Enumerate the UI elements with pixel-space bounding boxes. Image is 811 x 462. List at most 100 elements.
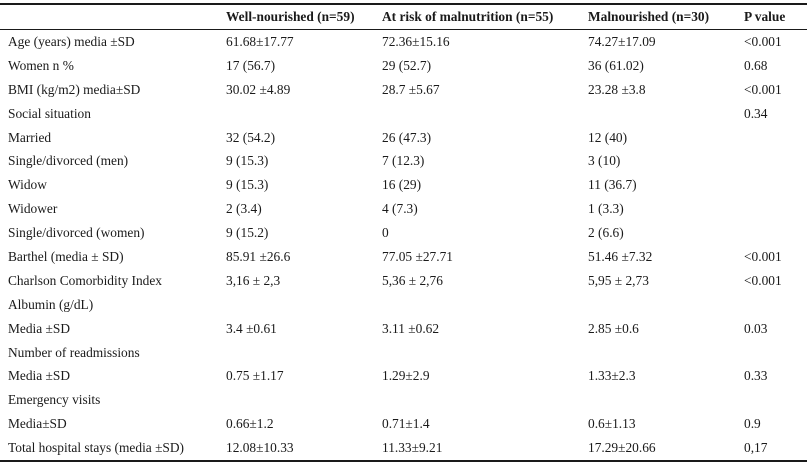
cell-malnourished: 1 (3.3): [588, 201, 624, 217]
cell-malnourished: 12 (40): [588, 129, 628, 145]
cell-malnourished: 51.46 ±7.32: [588, 248, 653, 264]
table-row: Social situation 0.34: [0, 102, 807, 126]
cell-at-risk: 28.7 ±5.67: [382, 81, 440, 97]
cell-at-risk: 29 (52.7): [382, 57, 432, 73]
table-row: Number of readmissions: [0, 341, 807, 365]
cell-at-risk: 16 (29): [382, 177, 422, 193]
table-header: Well-nourished (n=59) At risk of malnutr…: [0, 4, 807, 30]
cell-p-value: [736, 149, 807, 173]
table-row: Emergency visits: [0, 388, 807, 412]
cell-well-nourished: 3.4 ±0.61: [226, 320, 277, 336]
header-cell-p-value: P value: [736, 4, 807, 30]
cell-malnourished: 2 (6.6): [588, 225, 624, 241]
cell-well-nourished: 9 (15.2): [226, 225, 269, 241]
cell-at-risk: [374, 293, 580, 317]
cell-at-risk: 0: [382, 225, 389, 241]
cell-p-value: [736, 388, 807, 412]
cell-variable: Age (years) media ±SD: [8, 33, 135, 49]
cell-p-value: <0.001: [744, 81, 782, 97]
cell-variable: Barthel (media ± SD): [8, 248, 124, 264]
cell-p-value: [736, 197, 807, 221]
cell-malnourished: 2.85 ±0.6: [588, 320, 639, 336]
cell-malnourished: [580, 293, 736, 317]
data-table: Well-nourished (n=59) At risk of malnutr…: [0, 3, 807, 462]
cell-p-value: 0.03: [744, 320, 768, 336]
cell-variable: Number of readmissions: [8, 344, 140, 360]
cell-well-nourished: [218, 102, 374, 126]
cell-malnourished: 74.27±17.09: [588, 33, 656, 49]
table-row: Age (years) media ±SD 61.68±17.77 72.36±15…: [0, 30, 807, 54]
table-row: Single/divorced (women) 9 (15.2) 0 2 (6.6): [0, 221, 807, 245]
cell-variable: Media ±SD: [8, 320, 71, 336]
cell-p-value: 0.33: [744, 368, 768, 384]
header-row: Well-nourished (n=59) At risk of malnutr…: [0, 4, 807, 30]
cell-p-value: [736, 126, 807, 150]
cell-at-risk: 3.11 ±0.62: [382, 320, 440, 336]
cell-variable: Women n %: [8, 57, 74, 73]
table-row: Media ±SD 0.75 ±1.17 1.29±2.9 1.33±2.3 0.33: [0, 364, 807, 388]
cell-malnourished: 23.28 ±3.8: [588, 81, 646, 97]
cell-well-nourished: 85.91 ±26.6: [226, 248, 291, 264]
cell-at-risk: 1.29±2.9: [382, 368, 430, 384]
cell-at-risk: [374, 102, 580, 126]
table-row: Single/divorced (men) 9 (15.3) 7 (12.3) 3 (…: [0, 149, 807, 173]
cell-variable: Widow: [8, 177, 47, 193]
cell-well-nourished: 9 (15.3): [226, 177, 269, 193]
cell-variable: BMI (kg/m2) media±SD: [8, 81, 141, 97]
cell-variable: Married: [8, 129, 52, 145]
table-row: Media ±SD 3.4 ±0.61 3.11 ±0.62 2.85 ±0.6 0.0…: [0, 317, 807, 341]
cell-malnourished: [580, 341, 736, 365]
cell-variable: Media±SD: [8, 416, 67, 432]
cell-variable: Emergency visits: [8, 392, 101, 408]
cell-p-value: <0.001: [744, 272, 782, 288]
cell-variable: Charlson Comorbidity Index: [8, 272, 162, 288]
cell-well-nourished: [218, 293, 374, 317]
cell-at-risk: 4 (7.3): [382, 201, 418, 217]
cell-variable: Albumin (g/dL): [8, 296, 94, 312]
header-cell-stub: [0, 4, 218, 30]
cell-p-value: [736, 173, 807, 197]
cell-well-nourished: [218, 341, 374, 365]
cell-variable: Media ±SD: [8, 368, 71, 384]
cell-at-risk: 7 (12.3): [382, 153, 425, 169]
cell-at-risk: 0.71±1.4: [382, 416, 430, 432]
cell-malnourished: 5,95 ± 2,73: [588, 272, 649, 288]
cell-malnourished: 1.33±2.3: [588, 368, 636, 384]
table-row: Women n % 17 (56.7) 29 (52.7) 36 (61.02) 0.6…: [0, 54, 807, 78]
cell-well-nourished: 9 (15.3): [226, 153, 269, 169]
cell-p-value: <0.001: [744, 33, 782, 49]
table-row: Charlson Comorbidity Index 3,16 ± 2,3 5,36…: [0, 269, 807, 293]
cell-at-risk: 11.33±9.21: [382, 440, 443, 456]
cell-at-risk: 5,36 ± 2,76: [382, 272, 443, 288]
cell-well-nourished: 0.75 ±1.17: [226, 368, 284, 384]
table-row: Widow 9 (15.3) 16 (29) 11 (36.7): [0, 173, 807, 197]
table-row: Widower 2 (3.4) 4 (7.3) 1 (3.3): [0, 197, 807, 221]
table-row: Media±SD 0.66±1.2 0.71±1.4 0.6±1.13 0.9: [0, 412, 807, 436]
table-row: Married 32 (54.2) 26 (47.3) 12 (40): [0, 126, 807, 150]
cell-p-value: 0.34: [744, 105, 768, 121]
header-cell-malnourished: Malnourished (n=30): [580, 4, 736, 30]
cell-malnourished: 3 (10): [588, 153, 621, 169]
cell-well-nourished: 30.02 ±4.89: [226, 81, 291, 97]
cell-well-nourished: [218, 388, 374, 412]
cell-at-risk: [374, 388, 580, 412]
cell-well-nourished: 3,16 ± 2,3: [226, 272, 281, 288]
cell-malnourished: 11 (36.7): [588, 177, 637, 193]
cell-p-value: [736, 293, 807, 317]
table-row: Barthel (media ± SD) 85.91 ±26.6 77.05 ±27…: [0, 245, 807, 269]
cell-malnourished: [580, 102, 736, 126]
cell-p-value: <0.001: [744, 248, 782, 264]
cell-variable: Widower: [8, 201, 58, 217]
header-cell-well-nourished: Well-nourished (n=59): [218, 4, 374, 30]
cell-p-value: 0.9: [744, 416, 761, 432]
table-row: Albumin (g/dL): [0, 293, 807, 317]
cell-well-nourished: 0.66±1.2: [226, 416, 274, 432]
table-body: Age (years) media ±SD 61.68±17.77 72.36±15…: [0, 30, 807, 462]
cell-variable: Social situation: [8, 105, 91, 121]
header-cell-at-risk: At risk of malnutrition (n=55): [374, 4, 580, 30]
cell-malnourished: 17.29±20.66: [588, 440, 656, 456]
cell-well-nourished: 2 (3.4): [226, 201, 262, 217]
cell-malnourished: 0.6±1.13: [588, 416, 636, 432]
cell-p-value: 0.68: [744, 57, 768, 73]
